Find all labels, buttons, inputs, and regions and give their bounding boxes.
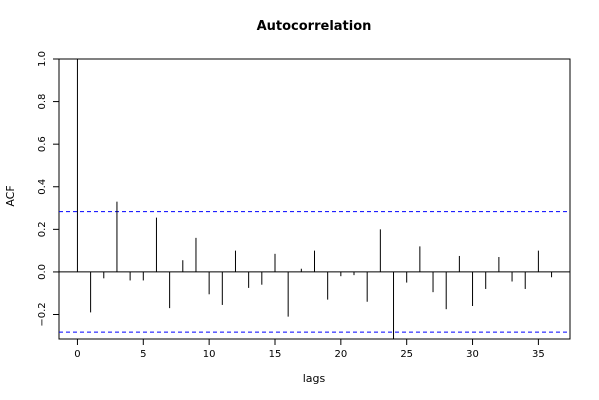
x-tick-label-5: 5	[140, 349, 146, 360]
x-tick-label-30: 30	[466, 349, 479, 360]
y-tick-label-3: 0.4	[37, 179, 48, 195]
y-tick-label-2: 0.2	[37, 221, 48, 237]
y-tick-label-0: −0.2	[37, 302, 48, 326]
x-tick-label-0: 0	[74, 349, 80, 360]
y-axis-label: ACF	[4, 185, 17, 206]
chart-marks: 0 5 10 15 20 25 30 35 −0.2 0.0 0.2 0.4 0.6 0.8 1.0	[37, 51, 570, 360]
y-tick-label-4: 0.6	[37, 136, 48, 152]
x-tick-label-15: 15	[269, 349, 282, 360]
x-axis-label: lags	[303, 372, 326, 385]
x-tick-label-35: 35	[532, 349, 545, 360]
x-tick-label-10: 10	[203, 349, 216, 360]
x-tick-label-25: 25	[400, 349, 413, 360]
x-tick-label-20: 20	[334, 349, 347, 360]
chart-title: Autocorrelation	[257, 19, 372, 34]
y-tick-label-1: 0.0	[37, 264, 48, 280]
plot-frame	[58, 58, 571, 340]
y-tick-label-5: 0.8	[37, 94, 48, 110]
y-tick-label-6: 1.0	[37, 51, 48, 67]
